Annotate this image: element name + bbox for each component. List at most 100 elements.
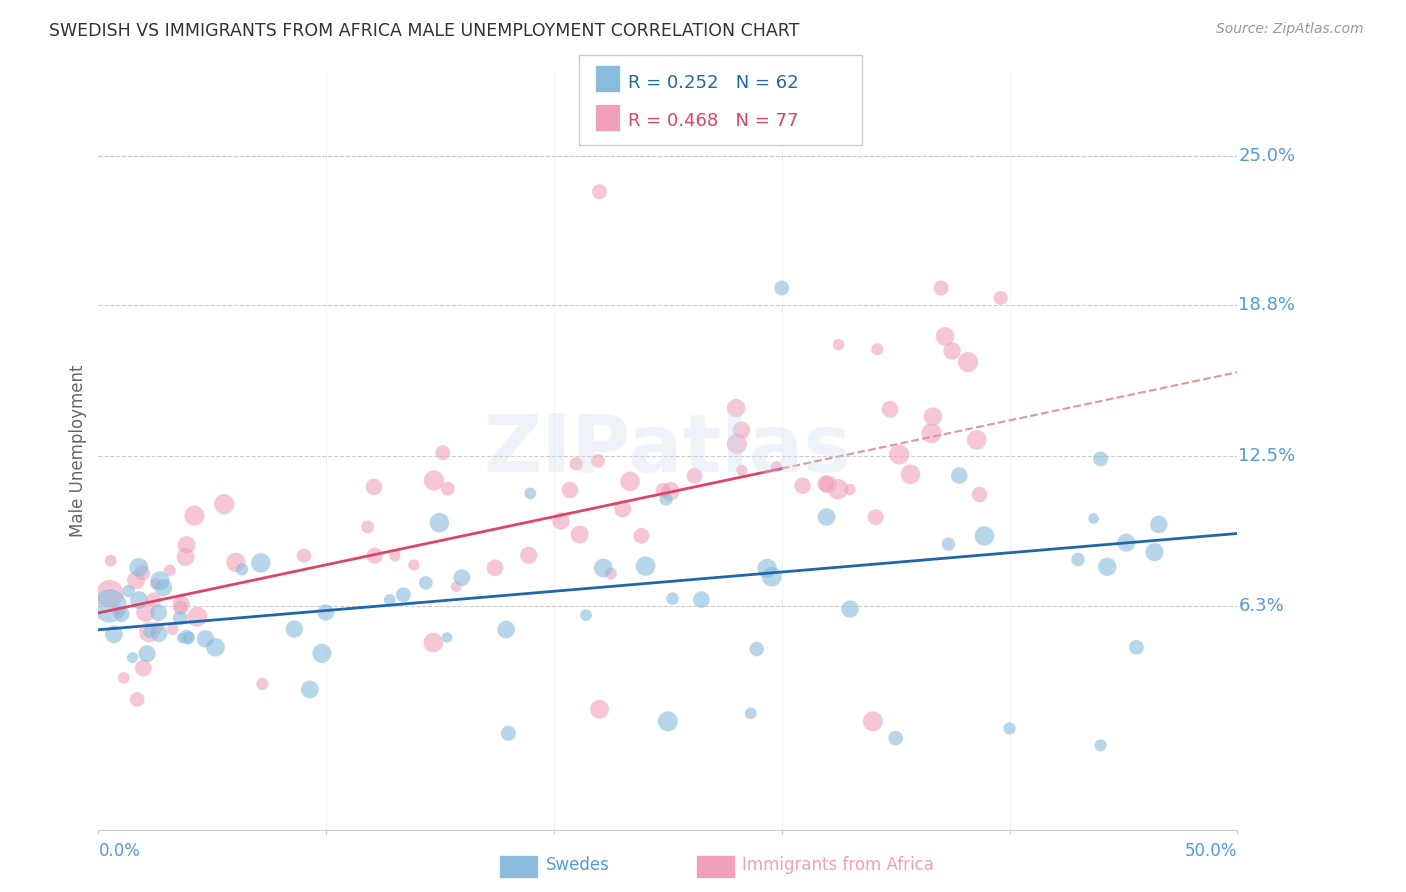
Point (138, 625, 160, 640)
Point (127, 692, 149, 706)
Point (575, 608, 598, 623)
Text: 12.5%: 12.5% (1239, 448, 1296, 466)
Point (169, 600, 191, 615)
Point (422, 635, 444, 649)
Point (131, 566, 153, 580)
Point (162, 623, 184, 637)
Point (1125, 640, 1147, 655)
Point (429, 516, 451, 530)
Point (866, 342, 889, 356)
Point (450, 571, 472, 585)
Point (1143, 545, 1166, 559)
Point (315, 606, 337, 620)
Text: 25.0%: 25.0% (1239, 146, 1295, 165)
Point (105, 603, 128, 617)
Point (169, 611, 191, 625)
Point (517, 549, 540, 563)
Point (565, 457, 588, 471)
Point (599, 566, 621, 581)
Point (364, 549, 387, 563)
Point (174, 549, 197, 564)
Text: Source: ZipAtlas.com: Source: ZipAtlas.com (1216, 22, 1364, 37)
Point (765, 459, 787, 474)
Point (172, 631, 194, 645)
Point (159, 563, 181, 577)
Y-axis label: Male Unemployment: Male Unemployment (69, 364, 87, 537)
Point (356, 520, 378, 534)
Point (724, 401, 747, 416)
Point (484, 561, 506, 575)
Point (815, 510, 838, 524)
Point (138, 625, 160, 640)
Point (135, 605, 157, 619)
Point (1095, 559, 1118, 574)
Point (446, 580, 468, 594)
Point (827, 337, 849, 351)
Point (634, 559, 657, 574)
Point (761, 569, 783, 583)
Point (118, 584, 141, 599)
Point (630, 529, 652, 543)
Point (176, 538, 198, 552)
Point (231, 562, 253, 576)
Point (558, 483, 581, 497)
Point (436, 482, 458, 496)
Point (194, 632, 217, 646)
Text: Swedes: Swedes (546, 856, 609, 874)
Point (252, 677, 274, 691)
Point (990, 291, 1012, 305)
Point (659, 484, 682, 499)
Point (612, 502, 634, 516)
Point (730, 423, 752, 437)
Point (132, 661, 155, 675)
Point (814, 476, 837, 491)
Point (586, 454, 609, 468)
Point (1083, 511, 1105, 525)
Point (725, 436, 748, 450)
Text: 50.0%: 50.0% (1185, 841, 1237, 860)
Point (149, 574, 172, 588)
Point (145, 576, 167, 591)
Point (183, 508, 205, 523)
Point (204, 640, 226, 655)
Point (966, 433, 988, 447)
Point (128, 593, 150, 607)
Point (900, 467, 922, 482)
Text: ZIPatlas: ZIPatlas (484, 411, 852, 490)
Point (125, 574, 148, 588)
Point (436, 631, 458, 645)
Point (103, 627, 125, 641)
Point (929, 281, 952, 295)
Point (817, 477, 839, 491)
Point (98, 587, 121, 601)
Point (922, 409, 945, 424)
Point (657, 714, 679, 729)
Point (519, 486, 541, 500)
Point (136, 647, 159, 661)
Point (661, 591, 683, 606)
Text: 6.3%: 6.3% (1239, 597, 1284, 615)
Text: R = 0.252   N = 62: R = 0.252 N = 62 (628, 74, 799, 92)
Point (588, 702, 610, 716)
Point (121, 650, 143, 665)
Point (283, 622, 305, 636)
Point (862, 714, 884, 729)
Text: R = 0.468   N = 77: R = 0.468 N = 77 (628, 112, 799, 129)
Point (1090, 739, 1112, 753)
Point (731, 463, 754, 477)
Point (148, 626, 170, 640)
Text: Immigrants from Africa: Immigrants from Africa (742, 856, 934, 874)
Point (690, 592, 713, 607)
Point (415, 576, 437, 591)
Point (588, 185, 610, 199)
Point (298, 682, 321, 697)
Point (292, 549, 315, 563)
Point (423, 474, 446, 488)
Point (1147, 517, 1170, 532)
Point (957, 355, 980, 369)
Text: 18.8%: 18.8% (1239, 296, 1295, 314)
Point (311, 646, 333, 660)
Point (998, 722, 1021, 736)
Point (568, 527, 591, 541)
Point (740, 706, 762, 721)
